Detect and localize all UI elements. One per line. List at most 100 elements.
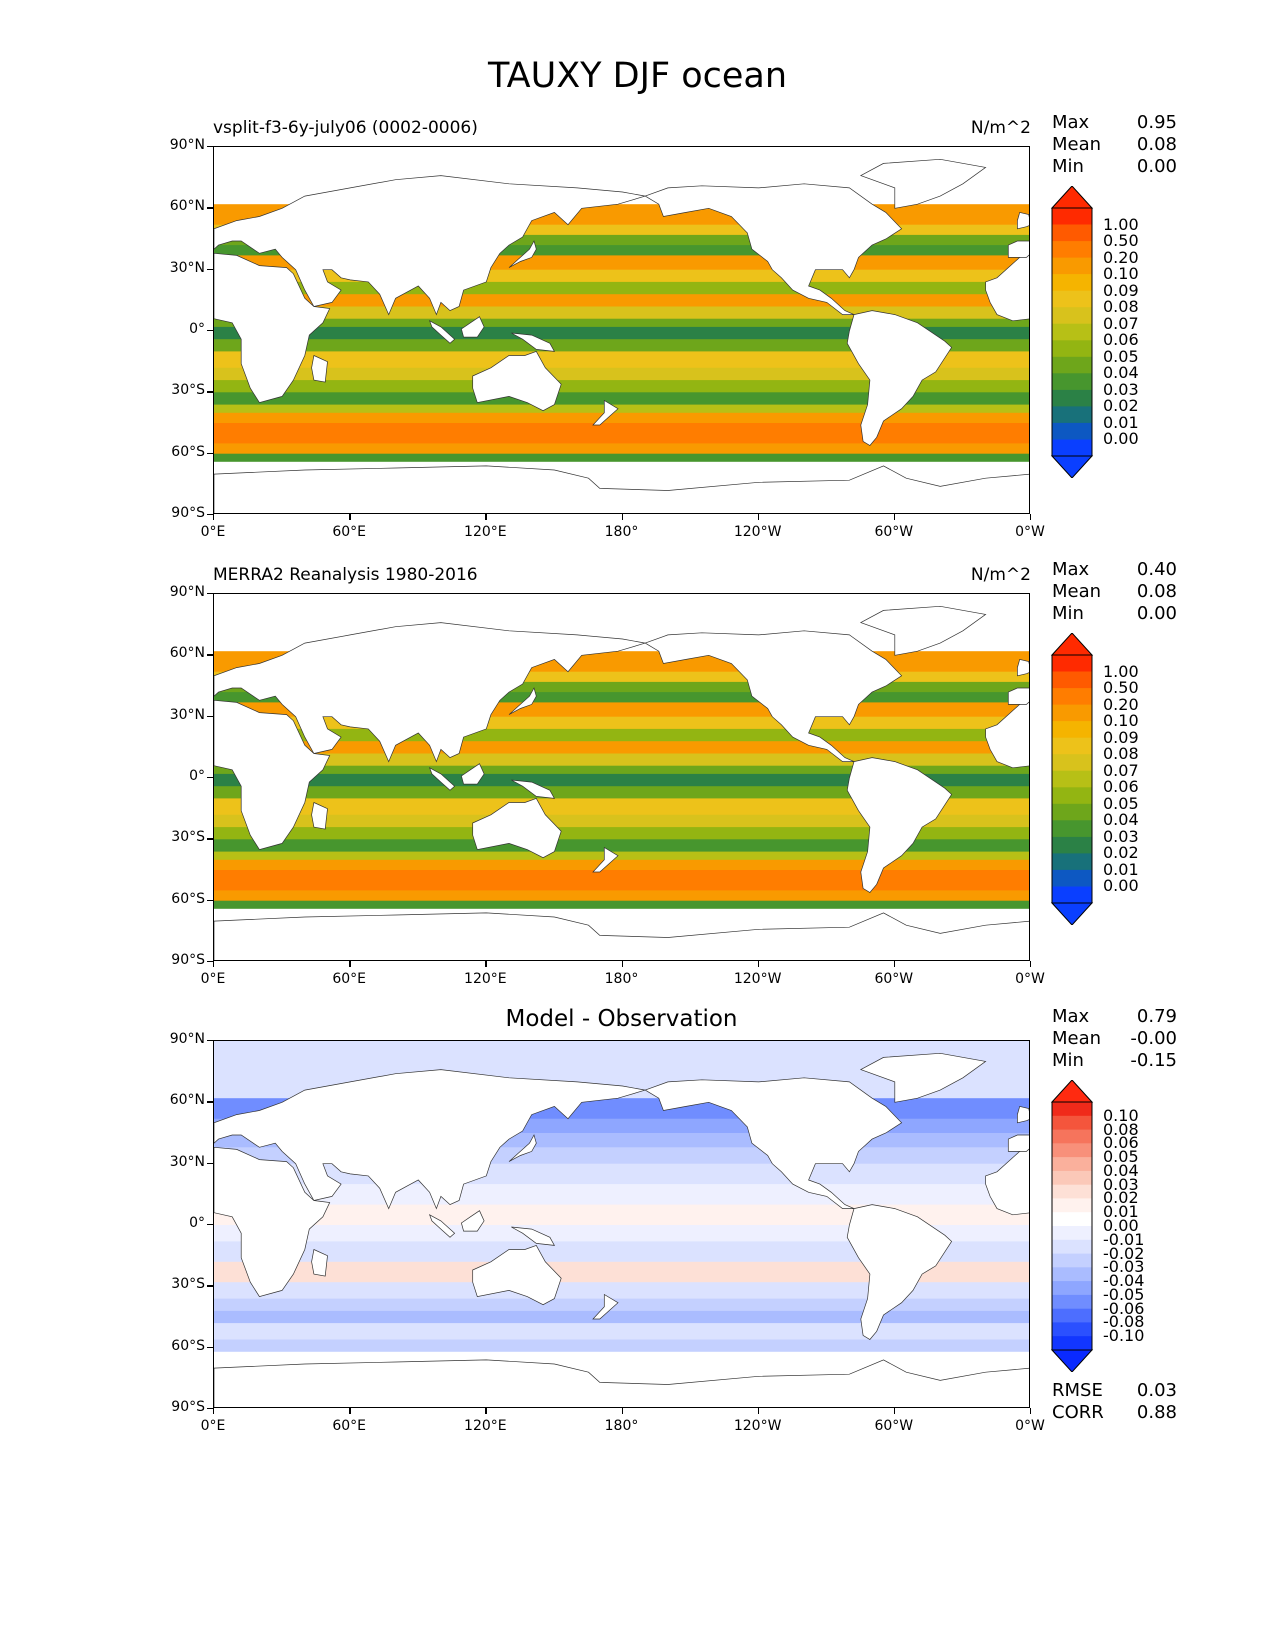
stat-label: Mean [1052, 134, 1102, 155]
lat-tick-mark [207, 1224, 213, 1226]
field-band [214, 900, 1029, 910]
field-band [214, 1225, 1029, 1242]
lat-tick-mark [207, 268, 213, 271]
lon-tick-label: 120°W [733, 971, 782, 987]
colorbar-tick-label: 0.04 [1103, 810, 1139, 830]
lon-tick-mark [893, 514, 896, 520]
lat-tick-label: 30°S [171, 1276, 205, 1293]
lon-tick-mark [213, 961, 215, 967]
colorbar-swatch [1052, 754, 1092, 772]
colorbar-swatch [1052, 655, 1092, 672]
land-antarctica [214, 912, 1029, 960]
colorbar-tick-label: 0.00 [1103, 1216, 1139, 1235]
lat-tick-mark [207, 452, 213, 455]
lon-tick-mark [349, 514, 351, 520]
colorbar-swatch [1052, 688, 1092, 706]
lon-tick-label: 60°E [332, 971, 366, 987]
land-borneo [460, 316, 485, 338]
colorbar-tick-label: -0.04 [1103, 1271, 1145, 1291]
land-north-america [644, 630, 903, 762]
land-australia [472, 1244, 562, 1306]
stat-value: 0.03 [1136, 1380, 1177, 1401]
lat-tick-mark [207, 1040, 213, 1042]
lat-tick-mark [207, 330, 213, 332]
panel-title-observation: MERRA2 Reanalysis 1980-2016 [213, 565, 478, 585]
stat-value: -0.00 [1130, 1028, 1177, 1049]
land-africa [214, 699, 331, 851]
colorbar-outline [1051, 207, 1093, 457]
colorbar-tick-label: 0.04 [1103, 1160, 1139, 1180]
colorbar-swatch [1052, 803, 1092, 821]
colorbar-swatch [1052, 1336, 1092, 1351]
land-africa-w [985, 253, 1029, 322]
land-greenland [859, 1052, 987, 1103]
colorbar-swatch [1052, 356, 1092, 374]
lon-tick-label: 120°W [733, 1418, 782, 1434]
land-eurasia [214, 622, 646, 763]
field-band [214, 339, 1029, 353]
colorbar-tick-label: 0.06 [1103, 777, 1139, 797]
lat-tick-label: 90°N [169, 584, 205, 600]
colorbar-swatch [1052, 1308, 1092, 1323]
field-band [214, 453, 1029, 463]
stat-row-corr: CORR 0.88 [1052, 1402, 1177, 1424]
lat-tick-label: 30°N [169, 259, 205, 276]
lon-tick-label: 180° [604, 1418, 639, 1434]
field-band [214, 1310, 1029, 1324]
colorbar-swatch [1052, 307, 1092, 325]
colorbar-swatch [1052, 439, 1092, 457]
field-band [214, 380, 1029, 393]
field-band [214, 326, 1029, 340]
lon-tick-mark [485, 1408, 487, 1414]
colorbar-tick-label: 0.10 [1103, 1105, 1139, 1125]
colorbar-tick-label: 0.03 [1103, 1174, 1139, 1194]
land-borneo [460, 763, 485, 785]
colorbar-swatch [1052, 241, 1092, 259]
field-band [214, 814, 1029, 828]
colorbar-swatch [1052, 1212, 1092, 1227]
field-band [214, 1204, 1029, 1226]
field-band [214, 839, 1029, 853]
land-africa [214, 1146, 331, 1298]
colorbar-tick-label: 0.08 [1103, 1119, 1139, 1139]
lat-tick-mark [207, 777, 213, 779]
stat-value: 0.08 [1136, 134, 1177, 155]
land-madagascar [311, 354, 328, 383]
lat-tick-mark [207, 838, 213, 840]
colorbar-tick-label: 0.01 [1103, 1202, 1139, 1222]
field-band [214, 890, 1029, 902]
lat-tick-label: 0° [189, 321, 205, 337]
colorbar-extend-top [1050, 632, 1094, 656]
colorbar-observation [1050, 632, 1094, 926]
land-eurasia [214, 1069, 646, 1210]
lon-tick-mark [757, 514, 760, 520]
stat-row-mean: Mean 0.08 [1052, 134, 1177, 156]
stat-label: Max [1052, 559, 1090, 580]
land-iberia [1007, 1134, 1029, 1152]
colorbar-swatch [1052, 671, 1092, 689]
map-plot-model [213, 146, 1030, 514]
lat-tick-mark [207, 146, 213, 148]
land-africa [214, 252, 331, 404]
lat-tick-mark [207, 593, 213, 595]
lon-tick-label: 60°W [874, 524, 914, 540]
colorbar-tick-label: 0.50 [1103, 678, 1139, 698]
colorbar-swatch [1052, 1239, 1092, 1255]
field-band [214, 1298, 1029, 1312]
lon-tick-mark [349, 961, 351, 967]
stat-value: 0.88 [1136, 1402, 1177, 1423]
land-madagascar [311, 1248, 328, 1277]
lat-tick-label: 30°N [169, 706, 205, 723]
lat-tick-label: 60°S [171, 890, 205, 907]
panel-title-difference: Model - Observation [505, 1006, 738, 1032]
stat-row-max: Max 0.79 [1052, 1006, 1177, 1028]
field-band [214, 412, 1029, 424]
colorbar-tick-label: -0.01 [1103, 1229, 1145, 1249]
stat-value: 0.95 [1136, 112, 1177, 133]
colorbar-outline [1051, 1101, 1093, 1351]
field-band [214, 423, 1029, 444]
colorbar-swatch [1052, 1115, 1092, 1131]
colorbar-swatch [1052, 323, 1092, 341]
map-plot-observation [213, 593, 1030, 961]
lon-tick-mark [621, 1408, 623, 1414]
